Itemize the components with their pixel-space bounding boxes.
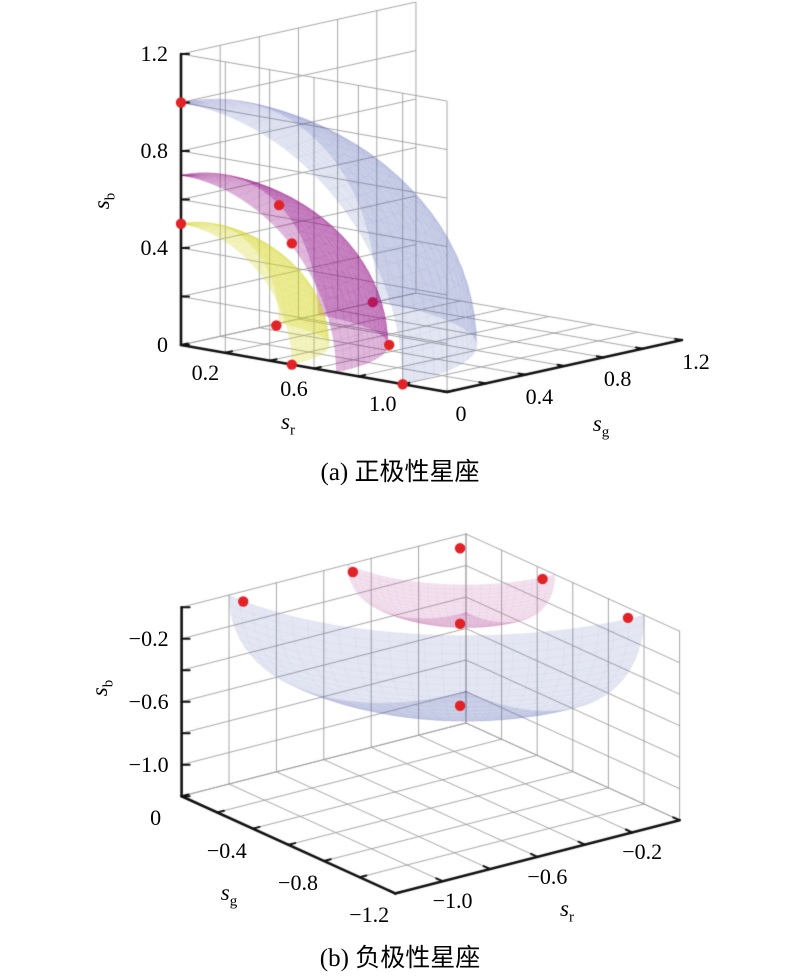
tick-label-g-−1.2: −1.2: [349, 902, 390, 928]
tick-label-b-1.2: 1.2: [140, 41, 169, 66]
tick-label-b-0: 0: [157, 332, 168, 357]
tick-label-b-−1.0: −1.0: [128, 751, 169, 777]
tick-label-r-−1.0: −1.0: [432, 888, 473, 914]
axis-label-g-plot2: sg: [220, 880, 238, 910]
tick-label-g-0: 0: [150, 805, 162, 831]
tick-label-g-−0.4: −0.4: [206, 837, 247, 863]
axis-label-g-plot1: sg: [592, 411, 610, 441]
tick-label-r-1.0: 1.0: [368, 391, 397, 417]
tick-label-g-1.2: 1.2: [682, 349, 710, 375]
tick-label-r-−0.6: −0.6: [527, 863, 568, 889]
tick-label-b-0.4: 0.4: [140, 235, 169, 260]
tick-label-r-0.2: 0.2: [191, 359, 220, 385]
axis-label-b-plot2: sb: [87, 679, 117, 697]
tick-label-r-0.6: 0.6: [280, 375, 308, 401]
tick-label-g-0.4: 0.4: [525, 383, 554, 409]
tick-label-g-0: 0: [455, 401, 467, 427]
axis-label-b-plot1: sb: [89, 192, 119, 210]
tick-label-g-0.8: 0.8: [603, 366, 632, 392]
axis-label-r-plot2: sr: [560, 896, 574, 926]
tick-label-g-−0.8: −0.8: [278, 870, 318, 895]
tick-label-b-−0.2: −0.2: [128, 625, 169, 651]
tick-label-b-0.8: 0.8: [140, 138, 169, 163]
caption-b: (b) 负极性星座: [319, 945, 481, 972]
axis-label-r-plot1: sr: [281, 409, 295, 439]
tick-label-r-−0.2: −0.2: [622, 839, 663, 865]
caption-a: (a) 正极性星座: [320, 459, 480, 486]
tick-label-b-−0.6: −0.6: [128, 688, 169, 714]
